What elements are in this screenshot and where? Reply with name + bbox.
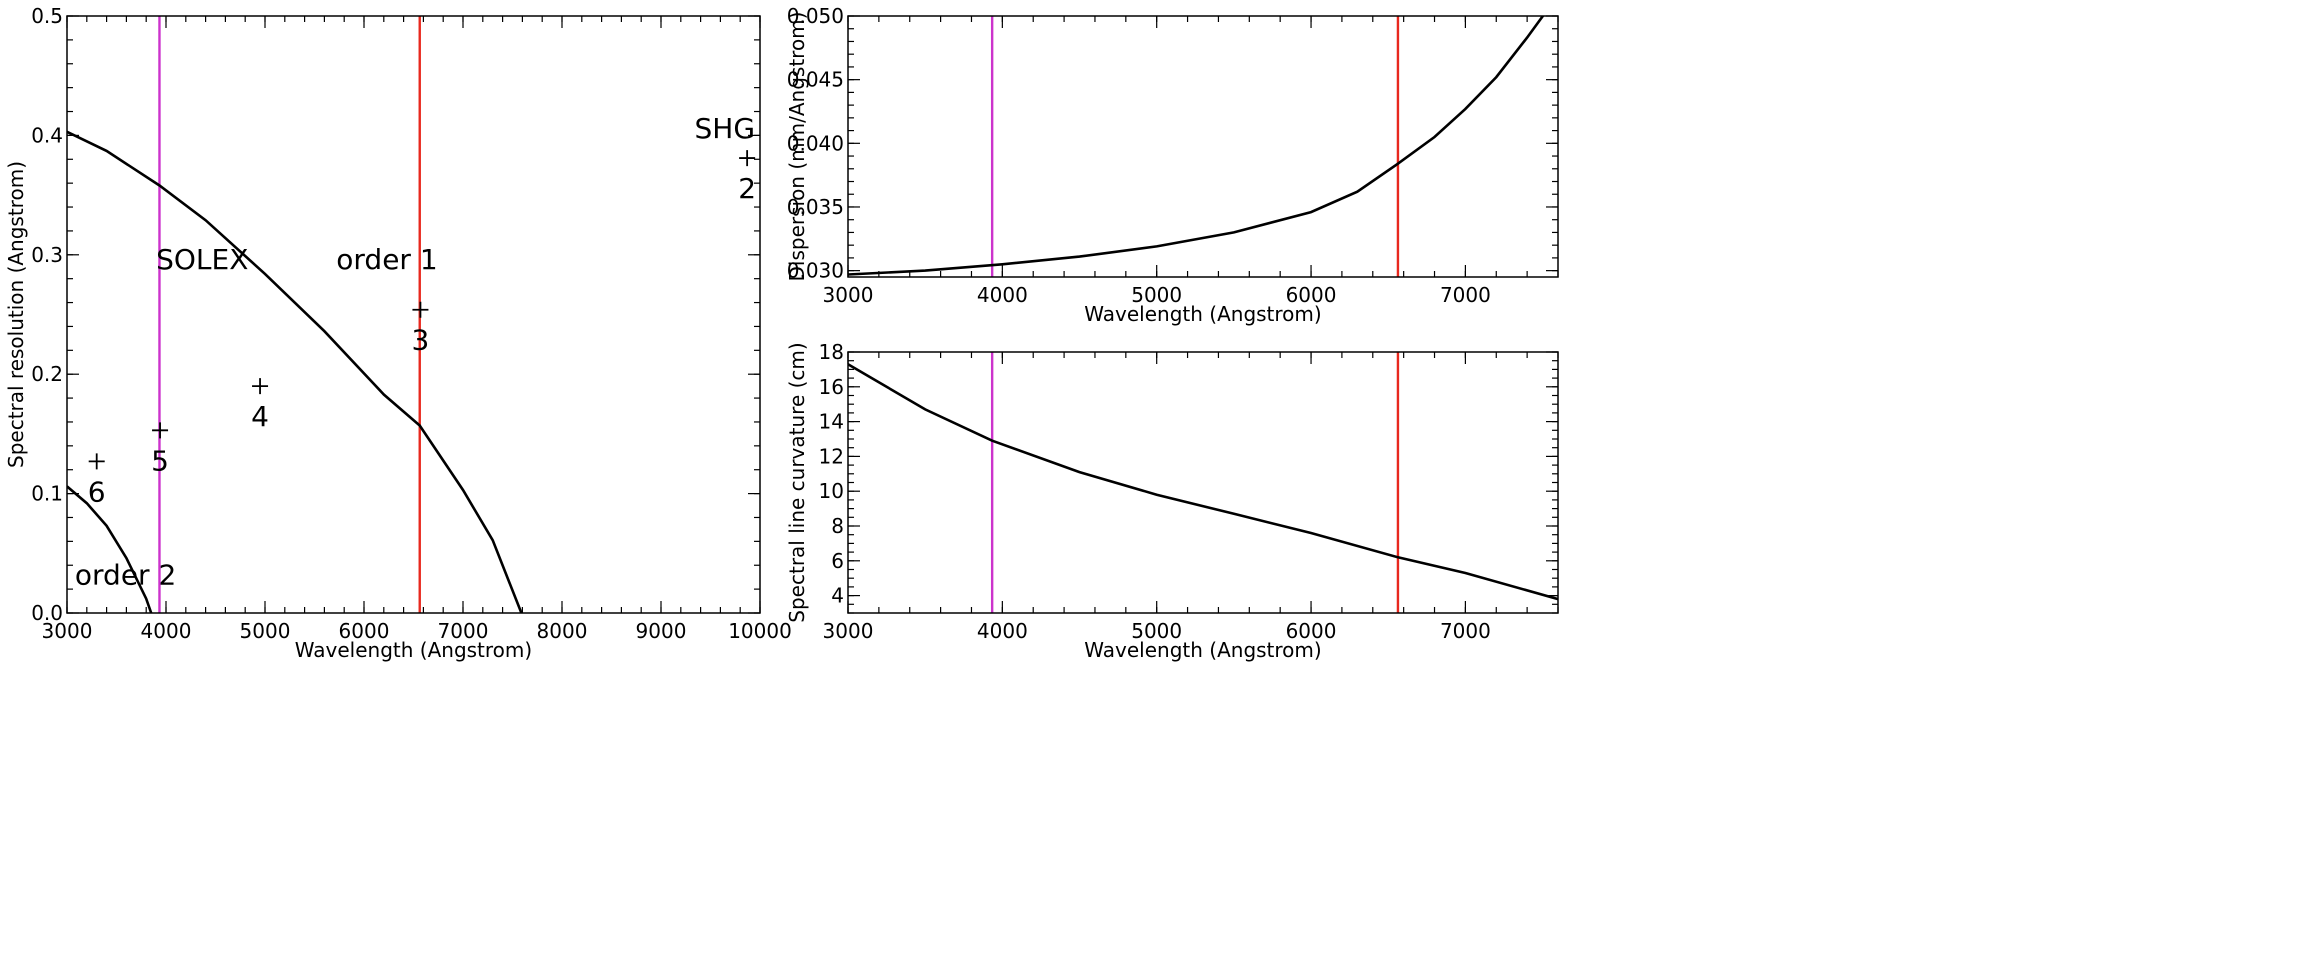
plot-frame bbox=[847, 351, 1559, 614]
y-tick-label: 0.045 bbox=[787, 68, 844, 92]
y-tick-label: 0.4 bbox=[31, 123, 63, 147]
x-tick-label: 6000 bbox=[1286, 619, 1337, 643]
x-axis-label: Wavelength (Angstrom) bbox=[1084, 302, 1321, 326]
x-tick-label: 8000 bbox=[537, 619, 588, 643]
x-tick-label: 10000 bbox=[728, 619, 792, 643]
series-line-1 bbox=[848, 363, 1558, 601]
y-axis-label: Dispersion (mm/Angstrom) bbox=[785, 12, 809, 282]
y-tick-label: 18 bbox=[819, 340, 844, 364]
plot-frame bbox=[847, 15, 1559, 278]
x-axis-label: Wavelength (Angstrom) bbox=[1084, 638, 1321, 662]
y-tick-label: 0.035 bbox=[787, 195, 844, 219]
x-tick-label: 4000 bbox=[977, 283, 1028, 307]
plus-marker-3 bbox=[412, 301, 429, 318]
plus-marker-6 bbox=[88, 453, 105, 470]
chart-panel-1: 3000 4000 5000 6000 7000 8000 9000 10000 0.0 0.1 0… bbox=[4, 4, 792, 662]
y-tick-label: 0.030 bbox=[787, 259, 844, 283]
marker-label-4: 4 bbox=[251, 400, 269, 433]
x-tick-label: 4000 bbox=[977, 619, 1028, 643]
annotation-4: SHG bbox=[695, 112, 756, 145]
x-tick-label: 4000 bbox=[141, 619, 192, 643]
y-tick-label: 0.050 bbox=[787, 4, 844, 28]
x-tick-label: 6000 bbox=[339, 619, 390, 643]
annotation-3: order 2 bbox=[75, 558, 176, 591]
y-tick-label: 0.0 bbox=[31, 601, 63, 625]
annotation-1: SOLEX bbox=[156, 243, 248, 276]
x-tick-label: 5000 bbox=[1131, 283, 1182, 307]
y-tick-label: 6 bbox=[831, 549, 844, 573]
marker-label-2: 2 bbox=[738, 172, 756, 205]
y-axis-label: Spectral line curvature (cm) bbox=[785, 342, 809, 622]
series-line-2 bbox=[67, 485, 153, 613]
annotation-2: order 1 bbox=[336, 243, 437, 276]
marker-label-5: 5 bbox=[151, 444, 169, 477]
marker-label-3: 3 bbox=[412, 324, 430, 357]
y-tick-label: 4 bbox=[831, 584, 844, 608]
y-tick-label: 0.5 bbox=[31, 4, 63, 28]
x-tick-label: 5000 bbox=[240, 619, 291, 643]
x-tick-label: 7000 bbox=[1440, 283, 1491, 307]
x-tick-label: 9000 bbox=[636, 619, 687, 643]
plus-marker-5 bbox=[152, 422, 169, 439]
plot-frame bbox=[66, 15, 761, 614]
marker-label-6: 6 bbox=[88, 475, 106, 508]
x-axis-label: Wavelength (Angstrom) bbox=[295, 638, 532, 662]
y-tick-label: 8 bbox=[831, 514, 844, 538]
y-tick-label: 16 bbox=[819, 375, 844, 399]
y-tick-label: 0.1 bbox=[31, 482, 63, 506]
series-line-1 bbox=[67, 130, 523, 613]
y-tick-label: 0.3 bbox=[31, 243, 63, 267]
x-tick-label: 5000 bbox=[1131, 619, 1182, 643]
series-line-1 bbox=[848, 16, 1545, 276]
x-tick-label: 7000 bbox=[438, 619, 489, 643]
x-tick-label: 3000 bbox=[823, 619, 874, 643]
x-tick-label: 3000 bbox=[823, 283, 874, 307]
y-tick-label: 10 bbox=[819, 479, 844, 503]
x-tick-label: 6000 bbox=[1286, 283, 1337, 307]
plus-marker-4 bbox=[252, 378, 269, 395]
plus-marker-2 bbox=[739, 150, 756, 167]
y-axis-label: Spectral resolution (Angstrom) bbox=[4, 161, 28, 468]
y-tick-label: 0.2 bbox=[31, 362, 63, 386]
x-tick-label: 7000 bbox=[1440, 619, 1491, 643]
y-tick-label: 12 bbox=[819, 444, 844, 468]
chart-panel-3: 3000 4000 5000 6000 7000 4 6 8 10 12 14 16 18 Wavelen… bbox=[785, 340, 1559, 662]
y-tick-label: 0.040 bbox=[787, 131, 844, 155]
chart-panel-2: 3000 4000 5000 6000 7000 0.030 0.035 0.040 0.045… bbox=[785, 4, 1559, 326]
x-tick-label: 3000 bbox=[42, 619, 93, 643]
y-tick-label: 14 bbox=[819, 410, 844, 434]
